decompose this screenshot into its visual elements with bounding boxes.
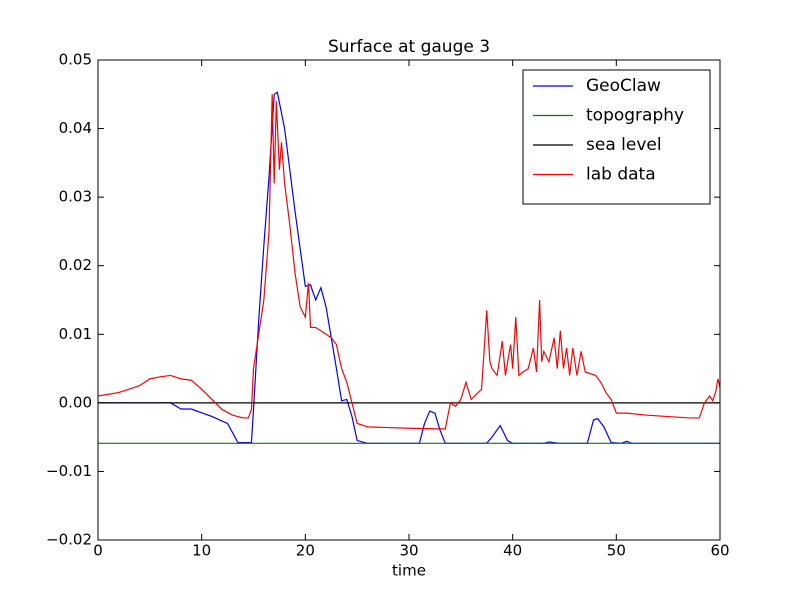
x-tick-label: 40 bbox=[503, 542, 522, 560]
chart-title: Surface at gauge 3 bbox=[328, 37, 490, 57]
legend-label: topography bbox=[586, 106, 684, 126]
legend-label: lab data bbox=[586, 165, 656, 185]
x-tick-label: 60 bbox=[710, 542, 729, 560]
y-tick-label: 0.04 bbox=[59, 119, 92, 137]
x-axis-label: time bbox=[392, 562, 426, 580]
y-tick-label: 0.05 bbox=[59, 51, 92, 69]
x-tick-label: 10 bbox=[192, 542, 211, 560]
x-tick-label: 20 bbox=[296, 542, 315, 560]
x-tick-label: 0 bbox=[93, 542, 103, 560]
y-tick-label: 0.03 bbox=[59, 188, 92, 206]
y-tick-label: 0.01 bbox=[59, 325, 92, 343]
y-tick-label: 0.00 bbox=[59, 393, 92, 411]
x-tick-label: 50 bbox=[607, 542, 626, 560]
legend-label: sea level bbox=[586, 135, 662, 155]
y-tick-label: −0.01 bbox=[46, 462, 92, 480]
x-tick-label: 30 bbox=[399, 542, 418, 560]
legend-label: GeoClaw bbox=[586, 76, 661, 96]
y-tick-label: −0.02 bbox=[46, 531, 92, 549]
legend-box bbox=[522, 69, 711, 205]
data-line bbox=[97, 94, 721, 430]
y-tick-label: 0.02 bbox=[59, 256, 92, 274]
